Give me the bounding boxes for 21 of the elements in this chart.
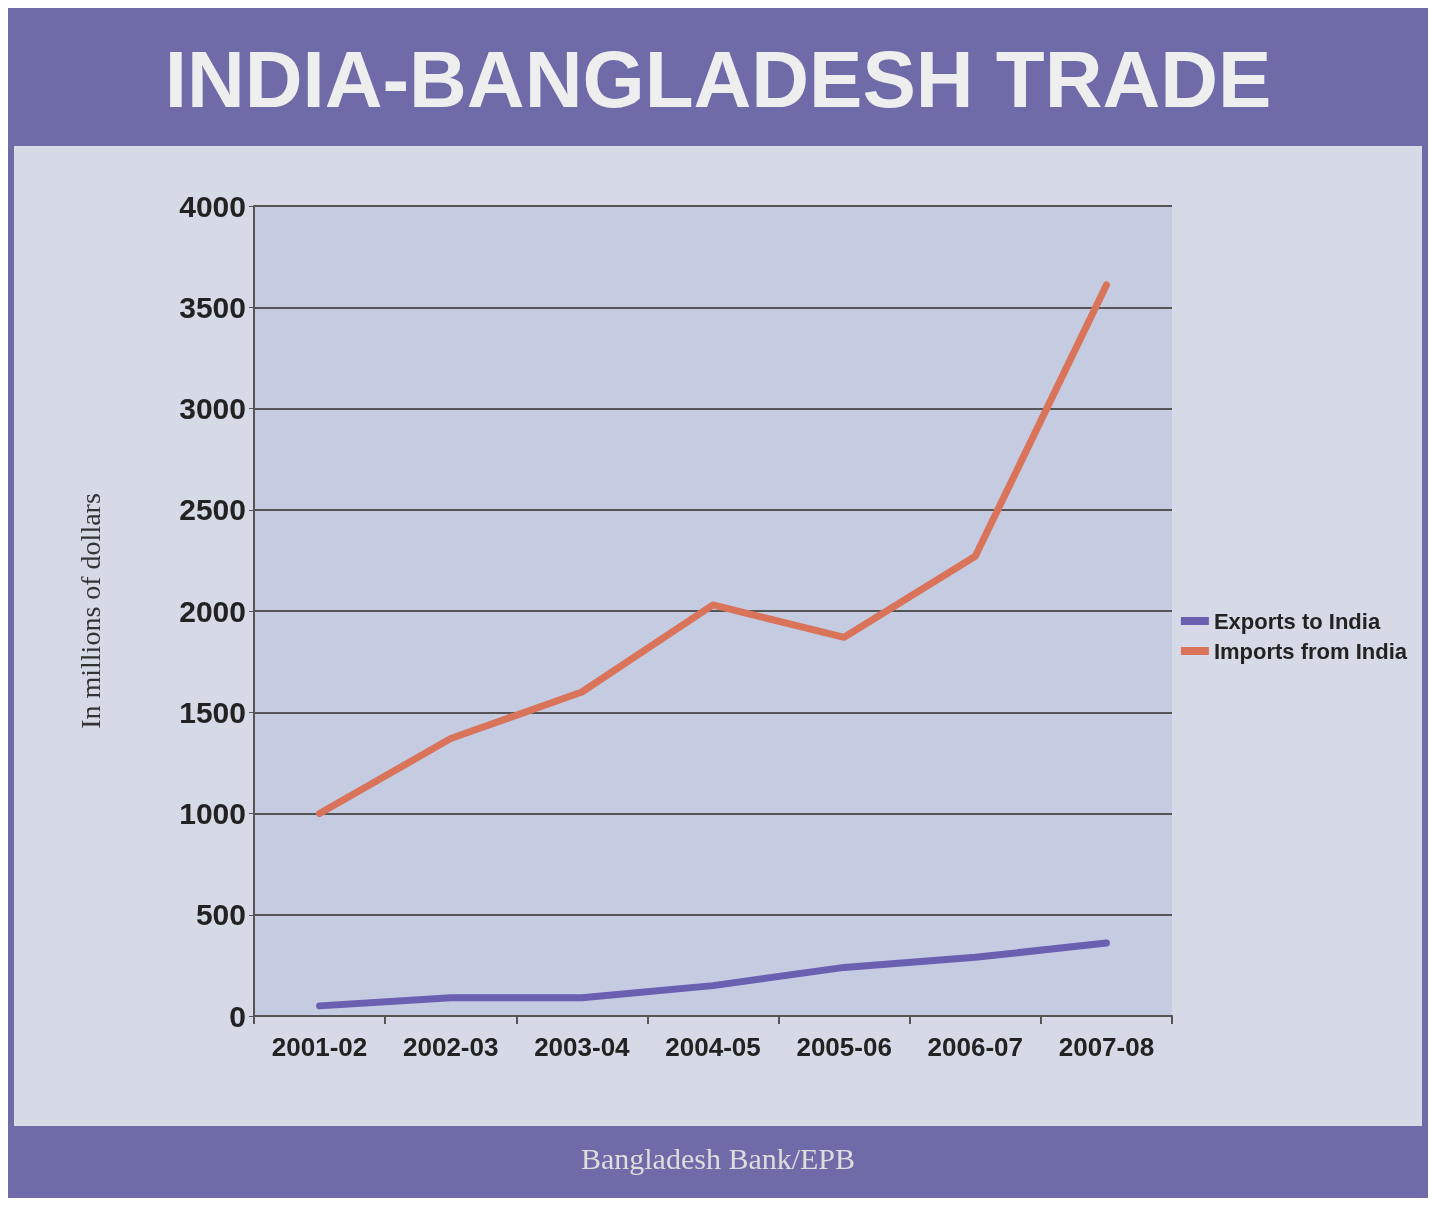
x-tick-label: 2003-04	[534, 1032, 631, 1062]
text: Bangladesh Bank/EPB	[580, 1142, 856, 1175]
legend-label: Exports to India	[1213, 608, 1381, 634]
x-tick-label: 2007-08	[1058, 1032, 1155, 1062]
y-tick-label: 2000	[179, 594, 246, 628]
x-tick-label: 2004-05	[665, 1032, 761, 1062]
y-axis-title: In millions of dollars	[74, 493, 106, 729]
x-tick-label: 2001-02	[271, 1032, 368, 1062]
y-tick-label: 3000	[179, 392, 246, 425]
y-tick-label: 2500	[179, 493, 246, 527]
y-tick-label: 1000	[179, 797, 246, 830]
y-tick-label: 500	[195, 898, 246, 932]
legend-label: Imports from India	[1213, 638, 1408, 664]
y-tick-label: 3500	[179, 290, 246, 324]
y-tick-label: 0	[229, 999, 246, 1033]
y-tick-label: 1500	[179, 695, 246, 729]
x-tick-label: 2002-03	[403, 1032, 499, 1062]
x-tick-label: 2006-07	[927, 1032, 1023, 1062]
x-tick-label: 2005-06	[796, 1032, 892, 1062]
y-tick-label: 4000	[179, 189, 246, 223]
chart-title: INDIA-BANGLADESH TRADE	[14, 14, 1422, 146]
